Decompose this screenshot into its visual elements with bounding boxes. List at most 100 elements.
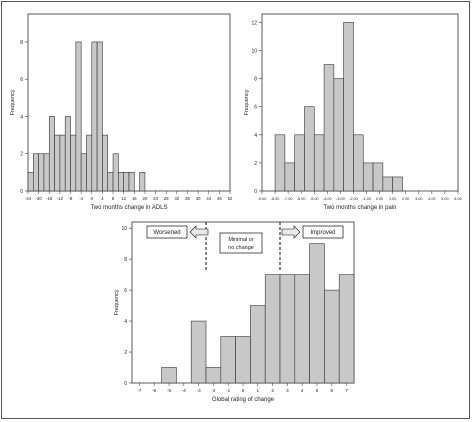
y-tick-label: 0	[124, 381, 127, 387]
worsened-box	[146, 225, 188, 239]
histogram-bar	[123, 172, 130, 192]
histogram-bar	[139, 172, 146, 192]
x-tick-label: -3.00	[336, 197, 345, 201]
y-tick-label: 6	[20, 77, 23, 83]
histogram-bar	[382, 176, 393, 192]
x-tick-label: -6	[152, 388, 157, 393]
x-tick-label: 12	[121, 196, 126, 201]
x-tick-label: -24	[25, 196, 32, 201]
y-axis-label: Frequency	[244, 89, 250, 115]
x-tick-label: 5	[316, 388, 319, 393]
histogram-bar	[27, 172, 34, 192]
histogram-bar	[128, 172, 135, 192]
y-tick-label: 12	[251, 20, 257, 26]
histogram-bar	[102, 134, 109, 192]
x-tick-label: 24	[153, 196, 158, 201]
x-tick-label: -6.00	[297, 197, 306, 201]
x-tick-label: -1.00	[362, 197, 371, 201]
x-tick-label: 4.00	[428, 197, 435, 201]
histogram-bar	[107, 172, 114, 192]
y-tick-label: 10	[251, 49, 257, 55]
histogram-bar	[70, 134, 77, 192]
y-tick-label: 6	[124, 288, 127, 294]
histogram-bar	[353, 134, 364, 192]
y-tick-label: 2	[254, 161, 257, 167]
x-axis-label: Two months change in ADLS	[90, 205, 167, 211]
x-tick-label: -7.00	[284, 197, 293, 201]
histogram-bar	[294, 274, 310, 384]
histogram-bar	[59, 134, 66, 192]
right-arrow-icon	[281, 225, 301, 239]
x-tick-label: 44	[206, 196, 211, 201]
x-tick-label: -16	[46, 196, 53, 201]
x-tick-label: 4	[101, 196, 104, 201]
y-tick-label: 8	[124, 257, 127, 263]
histogram-bar	[294, 134, 305, 192]
left-arrow-icon	[189, 225, 209, 239]
x-tick-label: 48	[217, 196, 222, 201]
x-tick-label: 5.00	[441, 197, 448, 201]
histogram-bar	[324, 289, 340, 384]
y-tick-label: 2	[20, 152, 23, 158]
histogram-bar	[338, 274, 355, 384]
histogram-bar	[75, 41, 82, 192]
x-tick-label: -4	[79, 196, 83, 201]
histogram-bar	[86, 134, 93, 192]
x-tick-label: 40	[196, 196, 201, 201]
y-tick-label: 4	[254, 133, 257, 139]
x-tick-label: 2.00	[402, 197, 409, 201]
x-tick-label: -1	[226, 388, 231, 393]
x-tick-label: -7	[137, 388, 142, 393]
x-tick-label: 20	[143, 196, 148, 201]
x-tick-label: -8.00	[271, 197, 280, 201]
x-tick-label: -20	[36, 196, 43, 201]
x-tick-label: 52	[228, 196, 233, 201]
minimal-change-label-line1: Minimal or	[228, 237, 254, 243]
histogram-bar	[43, 153, 50, 192]
x-tick-label: -5.00	[310, 197, 319, 201]
histogram-bar	[309, 243, 325, 384]
histogram-bar	[33, 153, 39, 192]
pain-histogram: 0 2 4 6 8 10 12 Frequency Two months change in p…	[244, 13, 462, 211]
x-tick-label: 4	[301, 388, 304, 393]
histogram-bar	[274, 134, 286, 192]
y-tick-label: 4	[124, 319, 127, 325]
x-tick-label: -4	[182, 388, 187, 393]
y-tick-label: 2	[124, 350, 127, 356]
histogram-bar	[333, 78, 344, 192]
histogram-bar	[235, 336, 251, 384]
histogram-bar	[54, 134, 61, 192]
histogram-bar	[205, 367, 222, 384]
y-tick-label: 10	[121, 226, 127, 232]
histogram-bar	[362, 162, 374, 192]
histogram-bar	[323, 64, 335, 192]
histogram-bar	[279, 274, 296, 384]
x-tick-label: 8	[112, 196, 115, 201]
x-tick-label: 0	[242, 388, 245, 393]
x-tick-label: 16	[132, 196, 137, 201]
x-tick-label: 32	[175, 196, 180, 201]
x-tick-label: -2.00	[349, 197, 358, 201]
histogram-bar	[313, 134, 325, 192]
histogram-bar	[392, 176, 403, 192]
x-tick-label: 6	[331, 388, 334, 393]
histogram-bar	[304, 106, 315, 192]
x-tick-label: 0	[91, 196, 94, 201]
x-tick-label: 1	[257, 388, 260, 393]
y-axis-label: Frequency	[114, 289, 120, 315]
y-axis-label: Frequency	[10, 89, 16, 115]
x-tick-label: -9.00	[258, 197, 267, 201]
histogram-bar	[80, 153, 87, 192]
minimal-change-box	[219, 232, 263, 254]
histogram-bar	[250, 305, 266, 384]
x-tick-label: 36	[185, 196, 190, 201]
x-axis-label: Two months change in pain	[323, 205, 396, 211]
x-tick-label: 6.00	[454, 197, 461, 201]
histogram-bar	[48, 116, 55, 192]
x-tick-label: -8	[69, 196, 73, 201]
histogram-bar	[220, 336, 236, 384]
histogram-bar	[38, 153, 45, 192]
histogram-bar	[118, 172, 124, 192]
